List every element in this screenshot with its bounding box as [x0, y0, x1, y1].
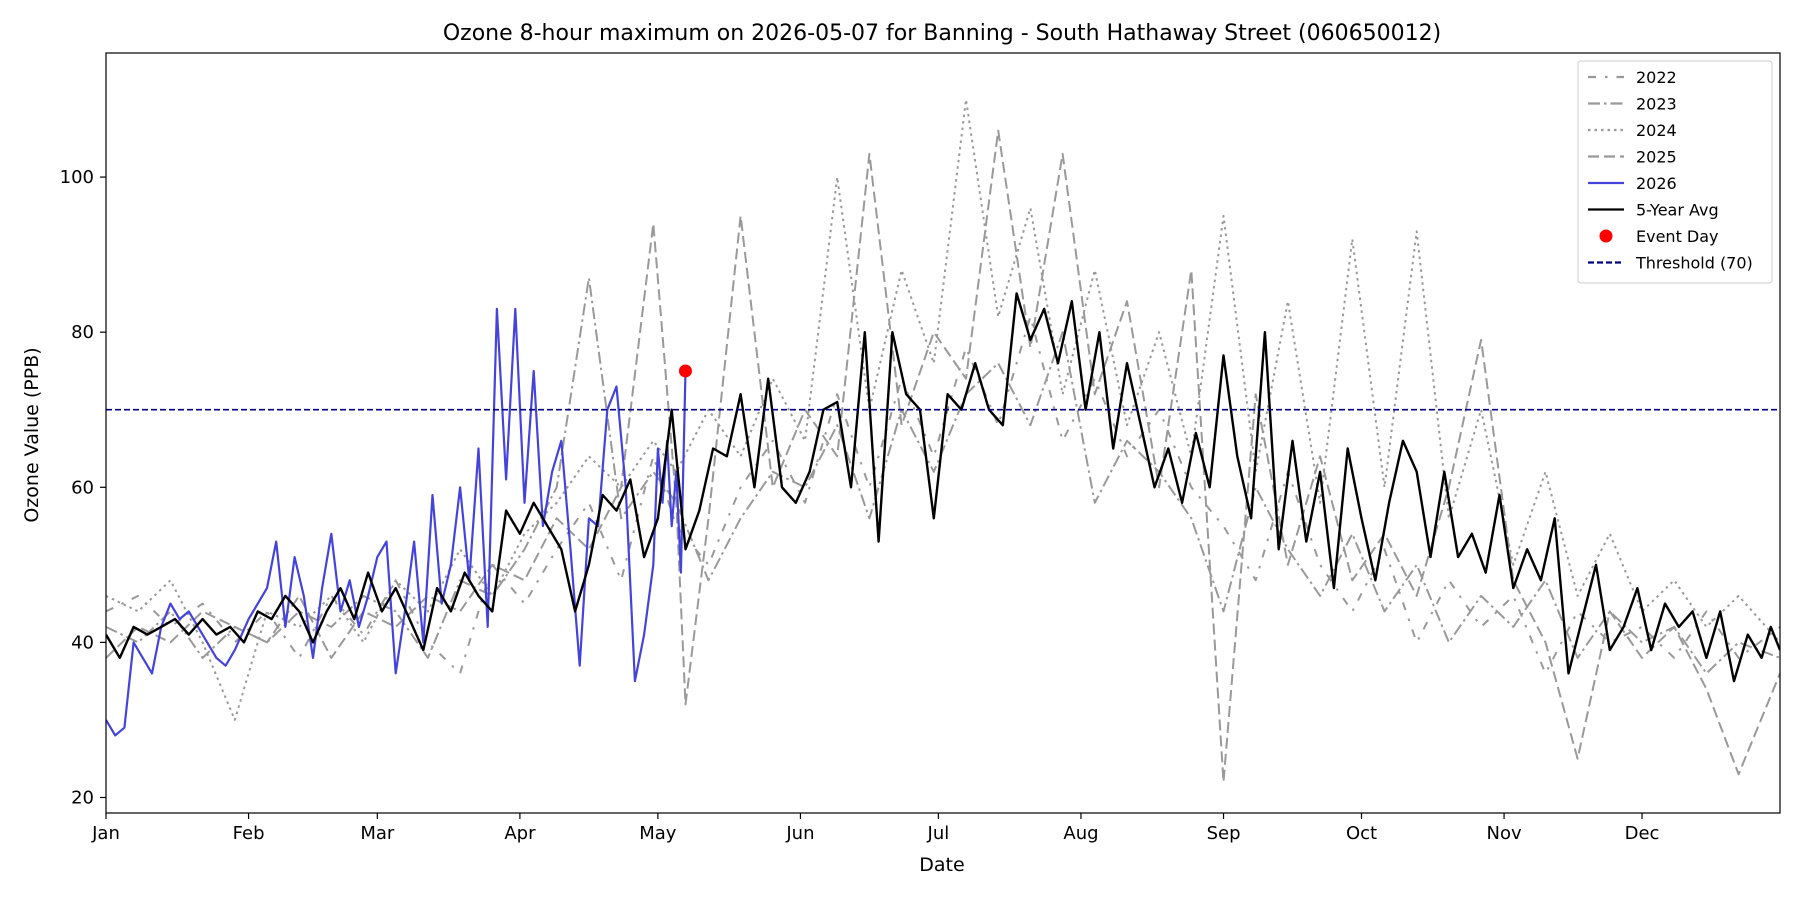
legend-label-0: 2022	[1636, 68, 1677, 87]
series-line-5	[106, 292, 1780, 683]
series-line-0	[106, 315, 1780, 675]
y-tick-label-4: 100	[60, 167, 94, 188]
x-tick-label-10: Nov	[1486, 823, 1521, 844]
x-tick-label-1: Feb	[233, 823, 265, 844]
x-tick-label-6: Jul	[927, 823, 950, 844]
chart-title: Ozone 8-hour maximum on 2026-05-07 for B…	[443, 21, 1441, 46]
x-axis-label: Date	[919, 854, 964, 876]
plot-frame	[105, 52, 1781, 814]
series-layer	[106, 98, 1780, 783]
event-layer	[678, 364, 692, 378]
x-tick-label-7: Aug	[1063, 823, 1098, 844]
y-tick-label-3: 80	[71, 322, 94, 343]
legend-swatch-6	[1599, 229, 1613, 243]
series-line-3	[106, 129, 1780, 783]
event-day-marker	[678, 364, 692, 378]
x-tick-label-5: Jun	[785, 823, 814, 844]
series-line-2	[106, 98, 1780, 721]
legend-label-4: 2026	[1636, 174, 1677, 193]
legend-label-5: 5-Year Avg	[1636, 201, 1719, 220]
legend-box	[1577, 60, 1773, 284]
x-tick-label-0: Jan	[91, 823, 120, 844]
legend-label-7: Threshold (70)	[1635, 254, 1753, 273]
x-axis: Jan Feb Mar Apr May Jun Jul Aug Sep Oct Nov Dec	[91, 813, 1659, 844]
x-tick-label-3: Apr	[504, 823, 536, 844]
x-tick-label-2: Mar	[360, 823, 395, 844]
y-tick-label-1: 40	[71, 632, 94, 653]
legend-label-6: Event Day	[1636, 227, 1719, 246]
legend-label-1: 2023	[1636, 95, 1677, 114]
x-tick-label-8: Sep	[1207, 823, 1241, 844]
y-tick-label-2: 60	[71, 477, 94, 498]
x-tick-label-11: Dec	[1625, 823, 1660, 844]
y-tick-label-0: 20	[71, 787, 94, 808]
legend: 2022 2023 2024 2025 2026 5-Year Avg Event Day T…	[1577, 60, 1773, 284]
x-tick-label-9: Oct	[1346, 823, 1377, 844]
legend-label-3: 2025	[1636, 148, 1677, 167]
y-axis: 20 40 60 80 100	[60, 167, 106, 808]
y-axis-label: Ozone Value (PPB)	[21, 347, 43, 522]
legend-label-2: 2024	[1636, 121, 1677, 140]
series-line-4	[106, 307, 687, 737]
x-tick-label-4: May	[639, 823, 677, 844]
